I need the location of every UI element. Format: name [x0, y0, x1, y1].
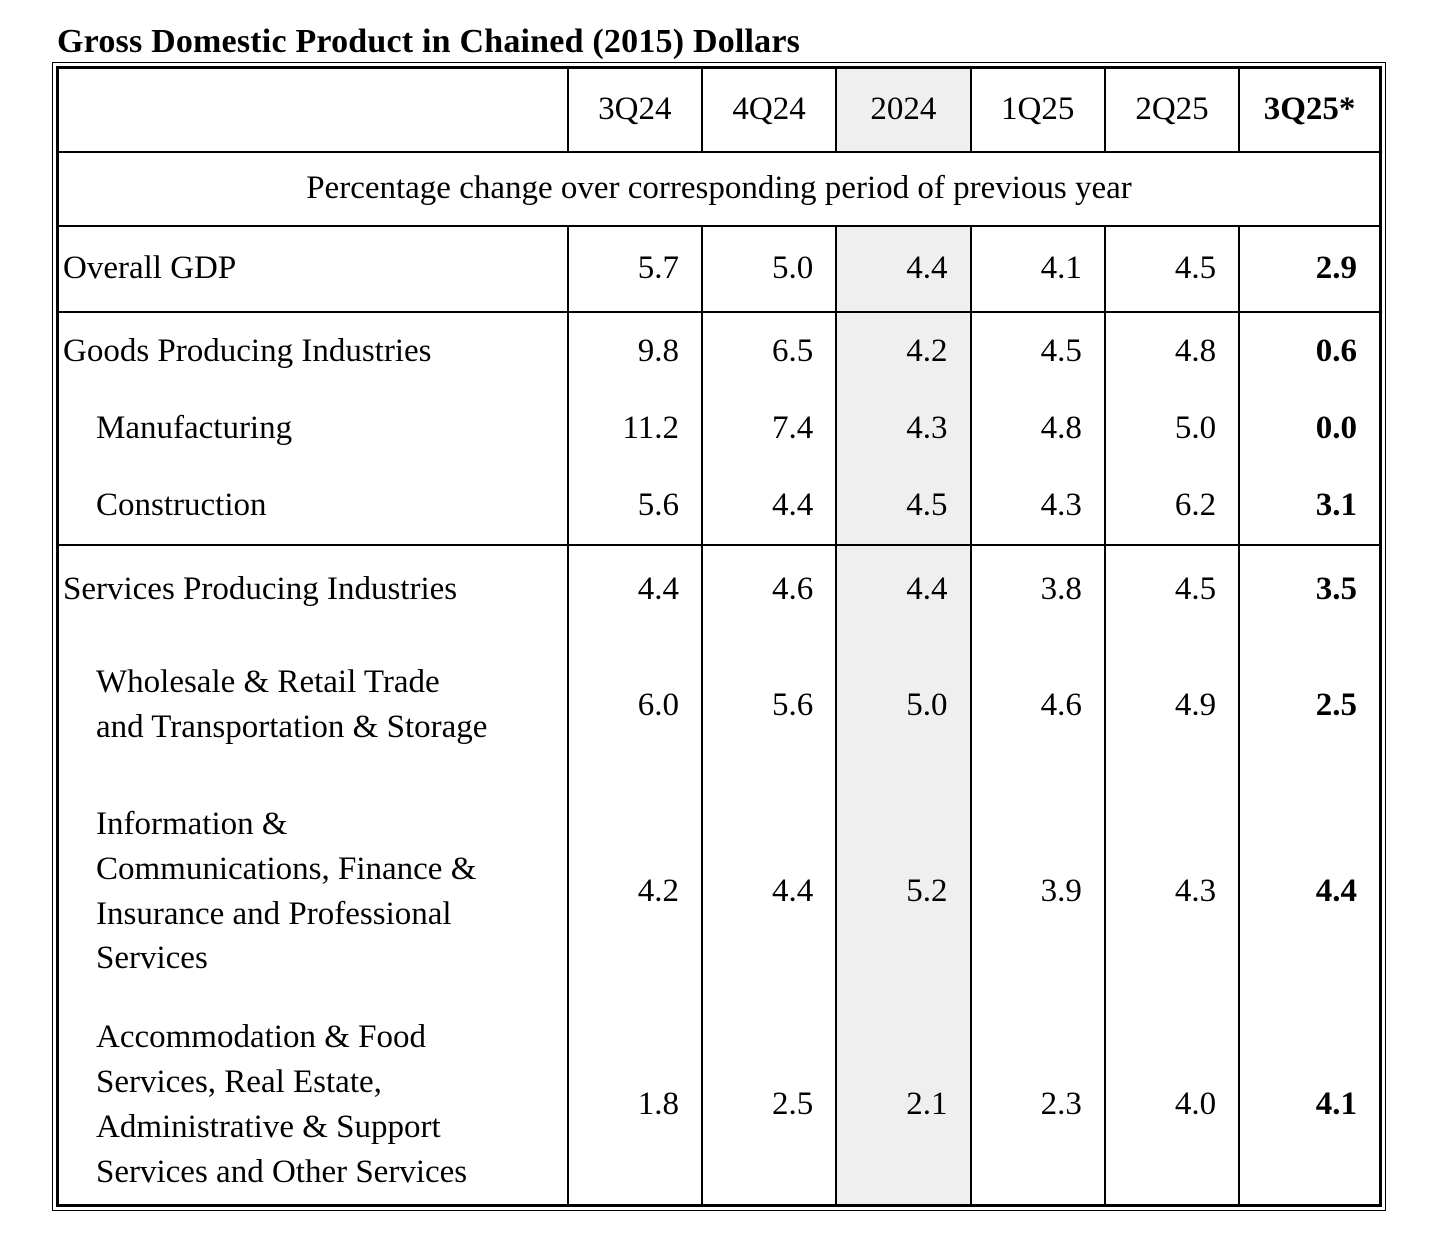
- value-cell: 3.1: [1238, 467, 1382, 546]
- header-row: 3Q24 4Q24 2024 1Q25 2Q25 3Q25*: [56, 67, 1382, 153]
- value-cell: 5.6: [700, 632, 838, 778]
- value-cell: 4.4: [566, 544, 703, 633]
- value-cell: 5.0: [1103, 389, 1241, 468]
- value-cell: 4.4: [700, 467, 838, 546]
- value-cell: 6.0: [566, 632, 703, 778]
- table-row-goods-producing: Goods Producing Industries 9.8 6.5 4.2 4…: [56, 311, 1382, 390]
- column-header-4q24: 4Q24: [700, 67, 838, 153]
- value-cell: 4.6: [969, 632, 1106, 778]
- gdp-table-frame: 3Q24 4Q24 2024 1Q25 2Q25 3Q25* Percentag…: [52, 62, 1386, 1211]
- value-cell: 5.6: [566, 467, 703, 546]
- table-row-construction: Construction 5.6 4.4 4.5 4.3 6.2 3.1: [56, 467, 1382, 546]
- row-label: Goods Producing Industries: [56, 311, 569, 390]
- value-cell: 4.8: [969, 389, 1106, 468]
- row-label: Overall GDP: [56, 225, 569, 313]
- row-label: Information & Communications, Finance & …: [56, 777, 569, 1006]
- value-cell: 4.1: [969, 225, 1106, 313]
- value-cell: 4.9: [1103, 632, 1241, 778]
- page-title: Gross Domestic Product in Chained (2015)…: [57, 23, 801, 60]
- value-cell: 2.9: [1238, 225, 1382, 313]
- value-cell: 4.2: [566, 777, 703, 1006]
- value-cell: 2.1: [835, 1005, 972, 1206]
- value-cell: 2.3: [969, 1005, 1106, 1206]
- value-cell: 4.4: [835, 544, 972, 633]
- value-cell: 0.0: [1238, 389, 1382, 468]
- unit-note-row: Percentage change over corresponding per…: [57, 151, 1381, 227]
- value-cell: 3.5: [1238, 544, 1382, 633]
- column-header-2q25: 2Q25: [1103, 67, 1241, 153]
- value-cell: 4.6: [700, 544, 838, 633]
- column-header-1q25: 1Q25: [969, 67, 1106, 153]
- row-label: Services Producing Industries: [56, 544, 569, 633]
- column-header-2024: 2024: [835, 67, 972, 153]
- value-cell: 7.4: [700, 389, 838, 468]
- document-page: Gross Domestic Product in Chained (2015)…: [52, 23, 1386, 1211]
- value-cell: 4.2: [835, 311, 972, 390]
- table-row-infocomm-finance-professional: Information & Communications, Finance & …: [56, 777, 1382, 1006]
- table-row-manufacturing: Manufacturing 11.2 7.4 4.3 4.8 5.0 0.0: [56, 389, 1382, 468]
- column-header-3q24: 3Q24: [566, 67, 703, 153]
- row-label: Construction: [56, 467, 569, 546]
- value-cell: 3.9: [969, 777, 1106, 1006]
- value-cell: 4.3: [1103, 777, 1241, 1006]
- value-cell: 5.0: [700, 225, 838, 313]
- value-cell: 4.4: [700, 777, 838, 1006]
- value-cell: 11.2: [566, 389, 703, 468]
- table-row-wholesale-retail-transport: Wholesale & Retail Trade and Transportat…: [56, 632, 1382, 778]
- value-cell: 2.5: [700, 1005, 838, 1206]
- value-cell: 9.8: [566, 311, 703, 390]
- value-cell: 0.6: [1238, 311, 1382, 390]
- value-cell: 4.0: [1103, 1005, 1241, 1206]
- table-row-overall-gdp: Overall GDP 5.7 5.0 4.4 4.1 4.5 2.9: [56, 225, 1382, 313]
- unit-note: Percentage change over corresponding per…: [57, 151, 1381, 227]
- value-cell: 4.5: [835, 467, 972, 546]
- value-cell: 4.3: [969, 467, 1106, 546]
- value-cell: 2.5: [1238, 632, 1382, 778]
- value-cell: 5.7: [566, 225, 703, 313]
- value-cell: 4.5: [1103, 225, 1241, 313]
- value-cell: 5.0: [835, 632, 972, 778]
- row-label: Wholesale & Retail Trade and Transportat…: [56, 632, 569, 778]
- value-cell: 4.4: [835, 225, 972, 313]
- row-label: Accommodation & Food Services, Real Esta…: [56, 1005, 569, 1206]
- table-row-services-producing: Services Producing Industries 4.4 4.6 4.…: [56, 544, 1382, 633]
- value-cell: 6.5: [700, 311, 838, 390]
- row-label-column-header: [56, 67, 569, 153]
- value-cell: 4.3: [835, 389, 972, 468]
- value-cell: 4.5: [969, 311, 1106, 390]
- value-cell: 4.8: [1103, 311, 1241, 390]
- gdp-table: 3Q24 4Q24 2024 1Q25 2Q25 3Q25* Percentag…: [56, 66, 1382, 1207]
- value-cell: 3.8: [969, 544, 1106, 633]
- value-cell: 1.8: [566, 1005, 703, 1206]
- table-row-accommodation-food-other: Accommodation & Food Services, Real Esta…: [56, 1005, 1382, 1206]
- value-cell: 4.4: [1238, 777, 1382, 1006]
- column-header-3q25: 3Q25*: [1238, 67, 1382, 153]
- value-cell: 4.1: [1238, 1005, 1382, 1206]
- value-cell: 6.2: [1103, 467, 1241, 546]
- value-cell: 5.2: [835, 777, 972, 1006]
- value-cell: 4.5: [1103, 544, 1241, 633]
- row-label: Manufacturing: [56, 389, 569, 468]
